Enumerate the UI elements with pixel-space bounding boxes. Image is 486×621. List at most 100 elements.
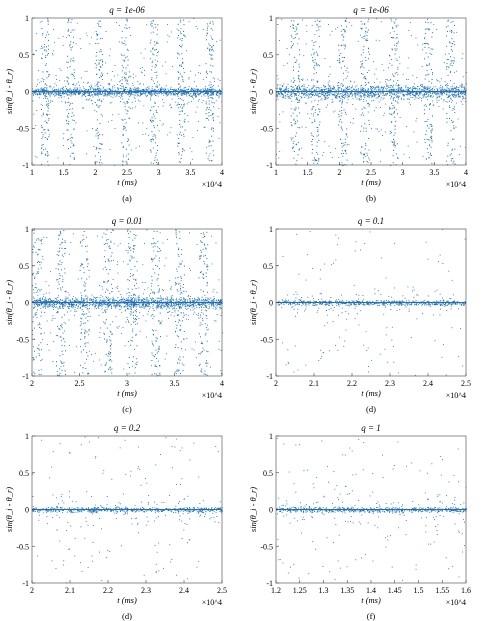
data-point — [290, 26, 291, 27]
data-point — [284, 91, 285, 93]
data-point — [146, 127, 148, 129]
data-point — [373, 94, 375, 96]
data-point — [144, 74, 145, 76]
data-point — [374, 93, 376, 95]
data-point — [111, 306, 112, 308]
data-point — [312, 149, 313, 150]
data-point — [48, 292, 50, 294]
data-point — [366, 103, 368, 105]
data-point — [313, 67, 315, 68]
data-point — [44, 96, 46, 98]
data-point — [124, 86, 126, 88]
data-point — [47, 155, 48, 157]
data-point — [139, 92, 141, 94]
data-point — [96, 89, 97, 91]
data-point — [77, 89, 79, 91]
data-point — [334, 89, 336, 91]
data-point — [462, 85, 464, 87]
data-point — [205, 101, 207, 103]
data-point — [66, 120, 68, 122]
data-point — [424, 142, 426, 143]
data-point — [41, 34, 43, 36]
data-point — [450, 49, 452, 51]
data-point — [362, 157, 364, 159]
data-point — [434, 92, 436, 93]
data-point — [277, 141, 279, 143]
data-point — [298, 107, 299, 109]
data-point — [368, 69, 370, 71]
data-point — [101, 308, 103, 310]
data-point — [121, 65, 123, 67]
data-point — [163, 91, 164, 93]
data-point — [357, 93, 358, 95]
data-point — [95, 298, 97, 299]
data-point — [451, 60, 453, 62]
data-point — [396, 153, 397, 155]
data-point — [102, 86, 104, 88]
data-point — [354, 95, 356, 96]
data-point — [44, 89, 46, 91]
data-point — [393, 21, 395, 23]
data-point — [362, 87, 364, 89]
data-point — [330, 92, 332, 94]
data-point — [111, 89, 113, 91]
data-point — [192, 94, 194, 96]
data-point — [285, 88, 287, 90]
data-point — [458, 96, 460, 98]
data-point — [374, 87, 376, 89]
data-point — [330, 92, 332, 94]
data-point — [343, 89, 345, 91]
data-point — [460, 101, 462, 102]
data-point — [384, 95, 385, 96]
data-point — [431, 82, 433, 84]
data-point — [67, 81, 69, 83]
data-point — [48, 94, 50, 96]
data-point — [418, 91, 420, 93]
data-point — [282, 111, 284, 113]
data-point — [99, 303, 100, 305]
data-point — [343, 36, 345, 38]
data-point — [177, 88, 179, 89]
data-point — [183, 87, 185, 89]
data-point — [377, 85, 379, 87]
data-point — [453, 86, 455, 88]
data-point — [350, 122, 351, 123]
data-point — [45, 64, 47, 66]
data-point — [150, 95, 152, 97]
data-point — [169, 311, 171, 312]
data-point — [313, 61, 315, 63]
data-point — [97, 88, 98, 89]
data-point — [320, 87, 322, 89]
data-point — [122, 92, 124, 94]
data-point — [156, 42, 157, 44]
data-point — [222, 332, 223, 334]
data-point — [457, 89, 459, 91]
data-point — [410, 104, 411, 106]
data-point — [101, 59, 103, 61]
data-point — [452, 87, 453, 89]
data-point — [279, 151, 281, 152]
data-point — [84, 93, 86, 95]
data-point — [280, 88, 282, 90]
data-point — [451, 119, 453, 121]
data-point — [340, 67, 342, 69]
data-point — [194, 88, 196, 90]
data-point — [179, 104, 180, 105]
data-point — [365, 40, 367, 42]
data-point — [179, 106, 181, 108]
data-point — [387, 92, 388, 94]
data-point — [363, 154, 365, 156]
data-point — [368, 95, 370, 97]
data-point — [158, 92, 160, 94]
data-point — [398, 56, 400, 58]
data-point — [151, 106, 153, 108]
data-point — [453, 40, 455, 42]
data-point — [436, 99, 438, 101]
data-point — [436, 93, 437, 94]
data-point — [102, 74, 103, 76]
data-point — [401, 98, 402, 100]
data-point — [404, 95, 405, 97]
data-point — [142, 134, 144, 135]
data-point — [125, 44, 127, 46]
data-point — [364, 75, 366, 77]
